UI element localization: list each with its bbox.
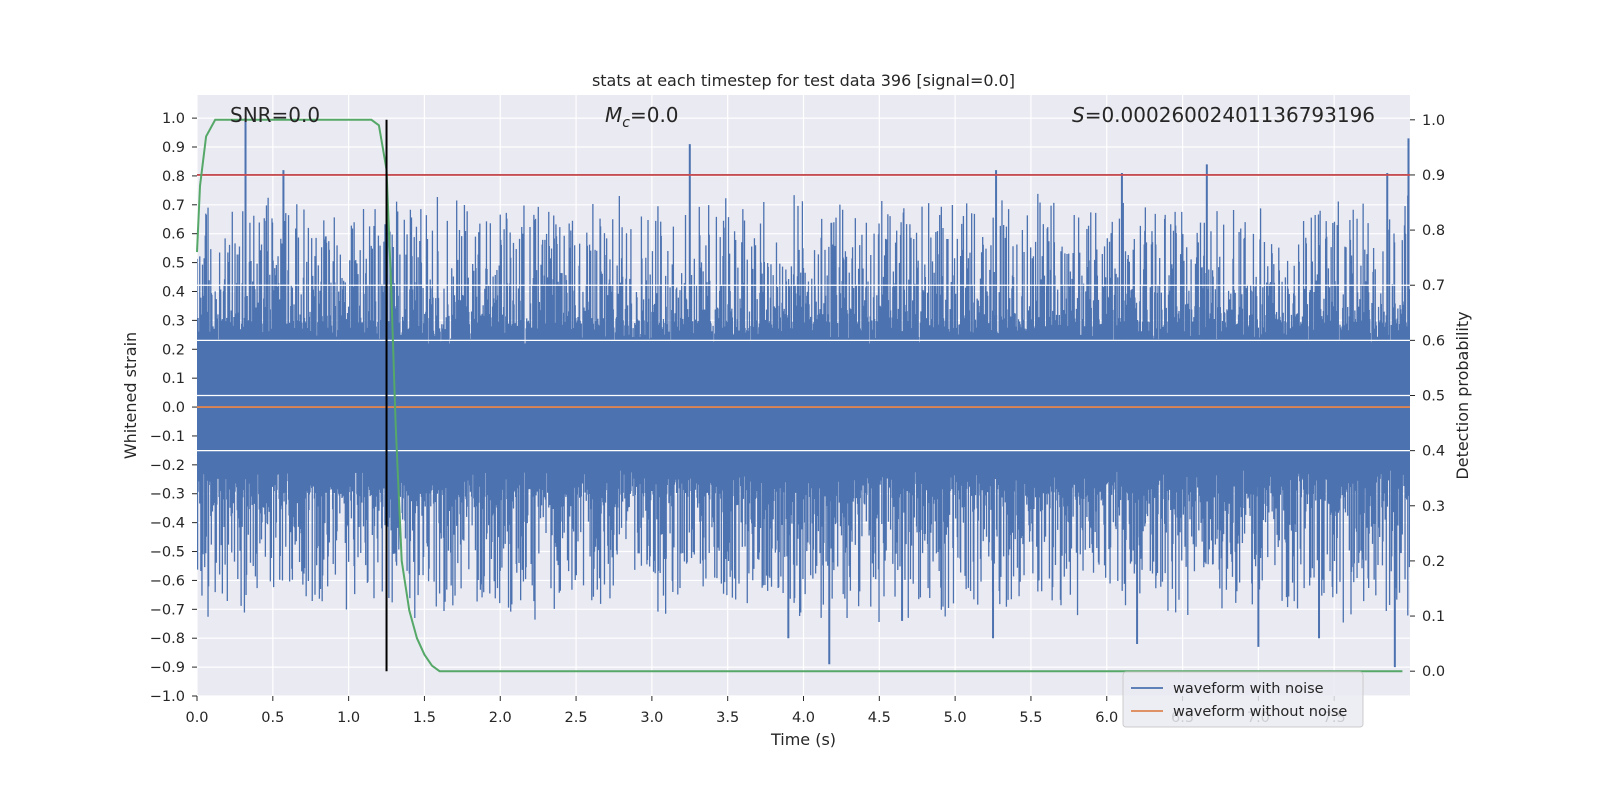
x-tick-label: 2.0 <box>489 710 512 726</box>
y-tick-label: 0.0 <box>162 400 185 416</box>
y-tick-label: 0.7 <box>162 198 185 214</box>
right-y-tick-label: 0.6 <box>1422 333 1445 349</box>
mc-symbol: M <box>605 103 622 127</box>
grid-lines-overlay <box>197 284 1410 452</box>
right-y-tick-label: 0.1 <box>1422 609 1445 625</box>
legend: waveform with noise waveform without noi… <box>1122 671 1364 728</box>
right-y-tick-label: 1.0 <box>1422 113 1445 129</box>
right-y-tick-label: 0.7 <box>1422 278 1445 294</box>
x-tick-label: 3.5 <box>716 710 739 726</box>
y-tick-label: 1.0 <box>162 111 185 127</box>
y-tick-label: −0.8 <box>150 631 185 647</box>
chart-title: stats at each timestep for test data 396… <box>592 71 1015 90</box>
right-y-tick-label: 0.3 <box>1422 499 1445 515</box>
x-tick-label: 6.0 <box>1095 710 1118 726</box>
y-tick-label: −0.4 <box>150 516 185 532</box>
legend-label-clean: waveform without noise <box>1173 704 1347 720</box>
y-tick-label: 0.8 <box>162 169 185 185</box>
right-y-axis-ticks: 1.0 0.9 0.8 0.7 0.6 0.5 0.4 0.3 0.2 0.1 0.0 <box>1410 113 1445 680</box>
right-y-tick-label: 0.4 <box>1422 444 1445 460</box>
x-tick-label: 5.0 <box>944 710 967 726</box>
mc-subscript: c <box>622 115 630 131</box>
y-tick-label: 0.3 <box>162 313 185 329</box>
y-tick-label: −0.9 <box>150 660 185 676</box>
y-tick-label: −0.3 <box>150 487 185 503</box>
detection-probability-line <box>196 118 1403 673</box>
x-tick-label: 3.0 <box>640 710 663 726</box>
x-tick-label: 5.5 <box>1019 710 1042 726</box>
y-tick-label: −1.0 <box>150 689 185 705</box>
y-tick-label: 0.1 <box>162 371 185 387</box>
y-tick-label: 0.4 <box>162 284 185 300</box>
y-tick-label: 0.6 <box>162 227 185 243</box>
x-tick-label: 0.5 <box>261 710 284 726</box>
right-y-tick-label: 0.5 <box>1422 389 1445 405</box>
s-symbol: S <box>1072 103 1085 127</box>
mc-value: =0.0 <box>630 103 679 127</box>
s-annotation: S=0.00026002401136793196 <box>1072 103 1375 127</box>
right-y-axis-label: Detection probability <box>1453 311 1472 479</box>
y-tick-label: −0.5 <box>150 545 185 561</box>
x-axis-label: Time (s) <box>770 730 836 749</box>
snr-annotation: SNR=0.0 <box>230 103 320 127</box>
y-axis-label: Whitened strain <box>121 332 140 459</box>
y-axis-ticks: 1.0 0.9 0.8 0.7 0.6 0.5 0.4 0.3 0.2 0.1 0.0 −0.1 −0.… <box>150 111 197 705</box>
x-tick-label: 2.5 <box>565 710 588 726</box>
x-tick-label: 4.0 <box>792 710 815 726</box>
legend-box <box>1122 671 1364 728</box>
x-tick-label: 4.5 <box>868 710 891 726</box>
y-tick-label: −0.2 <box>150 458 185 474</box>
chirp-mass-annotation: Mc=0.0 <box>605 103 679 131</box>
y-tick-label: −0.1 <box>150 429 185 445</box>
x-tick-label: 0.0 <box>185 710 208 726</box>
y-tick-label: 0.5 <box>162 256 185 272</box>
x-tick-label: 1.5 <box>413 710 436 726</box>
y-tick-label: −0.6 <box>150 573 185 589</box>
right-y-tick-label: 0.8 <box>1422 223 1445 239</box>
right-y-tick-label: 0.9 <box>1422 168 1445 184</box>
x-tick-label: 1.0 <box>337 710 360 726</box>
right-y-tick-label: 0.2 <box>1422 554 1445 570</box>
s-value: =0.00026002401136793196 <box>1085 103 1375 127</box>
y-tick-label: 0.2 <box>162 342 185 358</box>
right-y-tick-label: 0.0 <box>1422 664 1445 680</box>
y-tick-label: −0.7 <box>150 602 185 618</box>
y-tick-label: 0.9 <box>162 140 185 156</box>
legend-label-noise: waveform with noise <box>1173 681 1324 697</box>
